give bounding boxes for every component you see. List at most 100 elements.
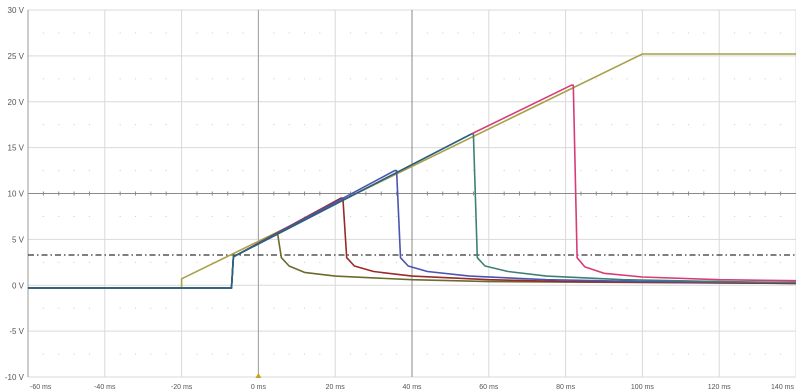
grid-dot (580, 169, 582, 172)
grid-dot (626, 353, 628, 355)
grid-dot (303, 32, 306, 34)
x-tick-label: 140 ms (771, 384, 794, 391)
grid-dot (672, 261, 674, 263)
grid-dot (595, 78, 597, 80)
grid-dot (42, 169, 44, 172)
grid-dot (303, 78, 306, 80)
grid-dot (534, 215, 536, 218)
grid-dot (211, 32, 213, 34)
grid-dot (227, 353, 229, 355)
grid-dot (611, 32, 613, 34)
grid-dot (227, 78, 229, 80)
grid-dot (534, 124, 536, 126)
grid-dot (42, 124, 44, 126)
grid-dot (211, 307, 213, 309)
grid-dot (672, 353, 674, 355)
grid-dot (626, 261, 628, 263)
grid-dot (780, 215, 782, 218)
grid-dot (396, 261, 398, 263)
grid-dot (165, 307, 167, 309)
grid-dot (426, 261, 428, 263)
grid-dot (165, 353, 167, 355)
grid-dot (749, 353, 751, 355)
grid-dot (534, 32, 536, 34)
grid-dot (73, 32, 75, 34)
grid-dot (503, 32, 505, 34)
x-tick-label: -40 ms (94, 384, 116, 391)
grid-dot (595, 307, 597, 309)
grid-dot (303, 307, 306, 309)
grid-dot (349, 124, 352, 126)
grid-dot (396, 215, 398, 218)
grid-dot (227, 32, 229, 34)
grid-dot (211, 261, 213, 263)
grid-dot (150, 124, 152, 126)
grid-dot (472, 261, 475, 263)
grid-dot (749, 307, 751, 309)
grid-dot (687, 353, 690, 355)
grid-dot (780, 353, 782, 355)
grid-dot (687, 78, 690, 80)
grid-dot (503, 353, 505, 355)
grid-dot (134, 169, 137, 172)
y-tick-label: 0 V (12, 281, 25, 290)
y-tick-label: -10 V (5, 373, 25, 382)
grid-dot (457, 307, 459, 309)
grid-dot (134, 78, 137, 80)
grid-dot (42, 32, 44, 34)
grid-dot (442, 215, 444, 218)
grid-dot (134, 261, 137, 263)
grid-dot (303, 124, 306, 126)
grid-dot (764, 32, 766, 34)
grid-dot (88, 353, 91, 355)
grid-dot (288, 78, 290, 80)
grid-dot (780, 169, 782, 172)
grid-dot (288, 169, 290, 172)
grid-dot (611, 353, 613, 355)
grid-dot (211, 78, 213, 80)
grid-dot (319, 353, 321, 355)
grid-dot (211, 353, 213, 355)
grid-dot (73, 78, 75, 80)
grid-dot (764, 78, 766, 80)
grid-dot (242, 215, 244, 218)
grid-dot (626, 215, 628, 218)
grid-dot (396, 124, 398, 126)
grid-dot (764, 261, 766, 263)
grid-dot (503, 78, 505, 80)
grid-dot (349, 307, 352, 309)
grid-dot (426, 169, 428, 172)
grid-dot (580, 215, 582, 218)
grid-dot (749, 261, 751, 263)
grid-dot (42, 215, 44, 218)
grid-dot (242, 353, 244, 355)
grid-dot (733, 32, 736, 34)
grid-dot (733, 169, 736, 172)
grid-dot (380, 169, 382, 172)
grid-dot (472, 307, 475, 309)
grid-dot (273, 124, 275, 126)
grid-dot (518, 124, 521, 126)
grid-dot (303, 169, 306, 172)
grid-dot (273, 261, 275, 263)
grid-dot (58, 215, 60, 218)
grid-dot (288, 124, 290, 126)
grid-dot (611, 215, 613, 218)
grid-dot (119, 169, 121, 172)
grid-dot (134, 124, 137, 126)
grid-dot (442, 307, 444, 309)
grid-dot (457, 32, 459, 34)
grid-dot (780, 78, 782, 80)
x-tick-label: 0 ms (251, 384, 267, 391)
grid-dot (657, 78, 659, 80)
grid-dot (626, 78, 628, 80)
grid-dot (380, 78, 382, 80)
grid-dot (380, 261, 382, 263)
grid-dot (687, 124, 690, 126)
grid-dot (703, 169, 705, 172)
grid-dot (518, 353, 521, 355)
grid-dot (134, 307, 137, 309)
grid-dot (472, 32, 475, 34)
grid-dot (703, 307, 705, 309)
y-tick-label: -5 V (9, 327, 24, 336)
